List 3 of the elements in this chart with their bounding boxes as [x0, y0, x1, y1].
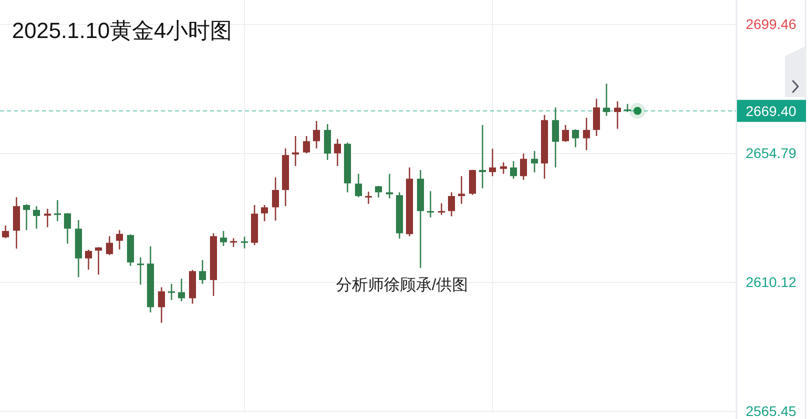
annotation: 分析师徐顾承/供图 — [336, 277, 468, 294]
title: 2025.1.10黄金4小时图 — [12, 18, 232, 43]
ref-line-label: 2669.40 — [746, 102, 797, 119]
